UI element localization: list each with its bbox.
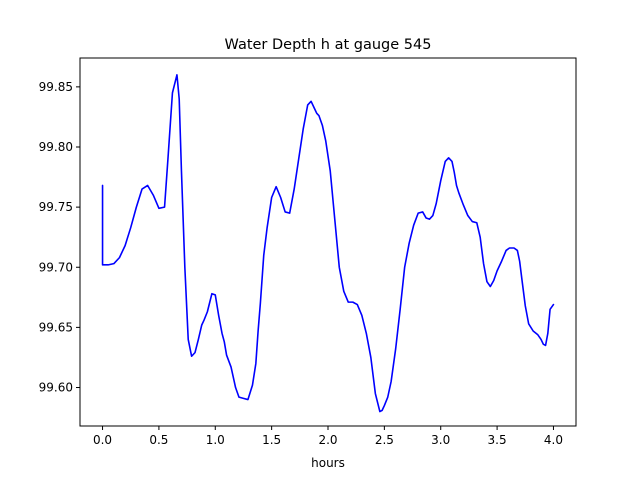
y-tick-label: 99.65 [39,320,73,334]
x-tick-label: 4.0 [544,433,563,447]
plot-area [101,74,555,413]
x-tick-label: 2.5 [375,433,394,447]
y-tick-label: 99.75 [39,200,73,214]
x-tick-label: 3.0 [431,433,450,447]
x-tick-label: 0.0 [93,433,112,447]
x-tick-label: 0.5 [149,433,168,447]
y-tick-label: 99.60 [39,381,73,395]
chart-title: Water Depth h at gauge 545 [225,37,432,53]
x-tick-label: 2.0 [318,433,337,447]
y-tick-label: 99.70 [39,260,73,274]
y-axis: 99.60 99.65 99.70 99.75 99.80 99.85 [39,80,80,395]
x-tick-label: 1.5 [262,433,281,447]
x-axis: 0.0 0.5 1.0 1.5 2.0 2.5 3.0 3.5 4.0 [93,426,563,447]
x-axis-label: hours [311,456,345,470]
x-tick-label: 3.5 [488,433,507,447]
y-tick-label: 99.80 [39,140,73,154]
x-tick-label: 1.0 [206,433,225,447]
y-tick-label: 99.85 [39,80,73,94]
water-depth-line [101,74,555,413]
